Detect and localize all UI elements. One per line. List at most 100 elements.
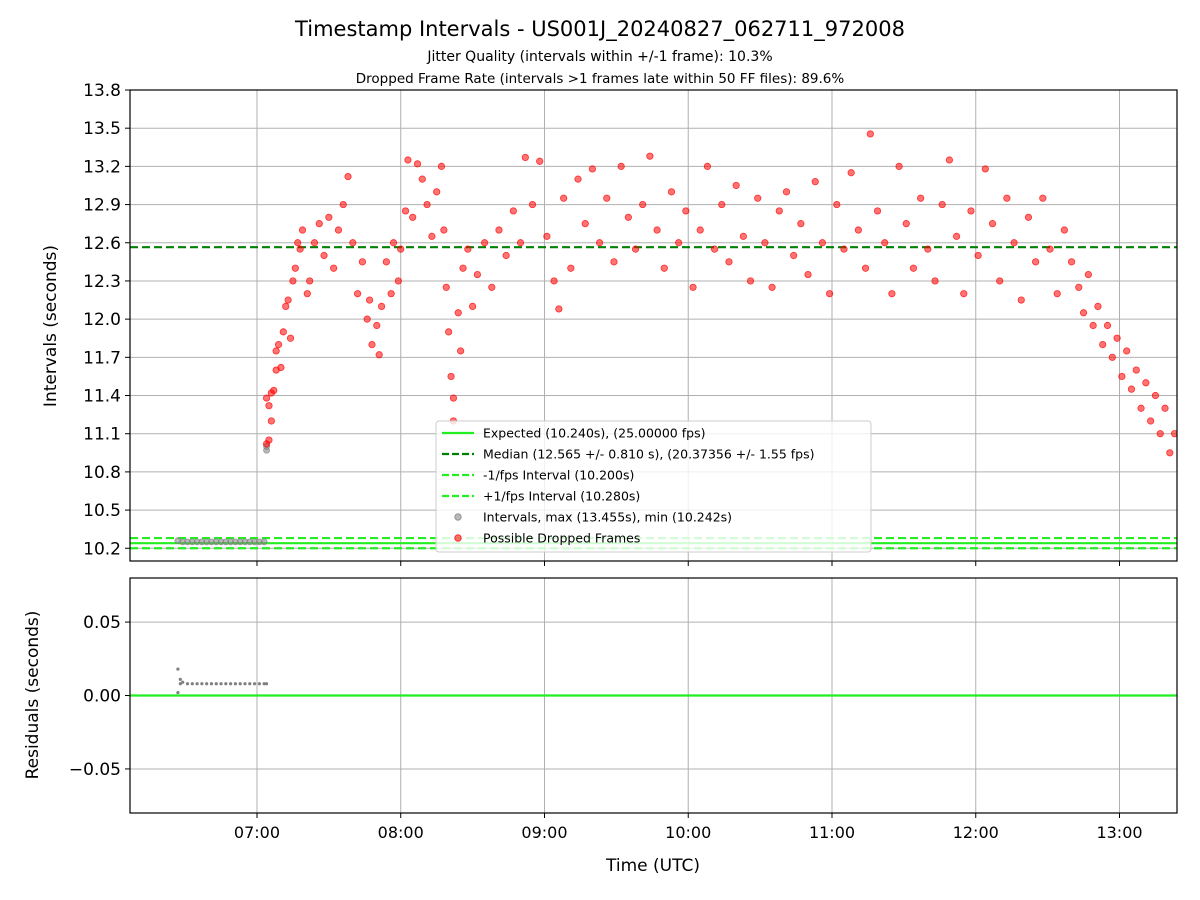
top-y-tick-label: 12.6 <box>83 234 121 254</box>
dropped-frame-point <box>811 178 819 186</box>
residual-point <box>185 682 190 686</box>
dropped-frame-point <box>996 277 1004 285</box>
legend-entry-label: Intervals, max (13.455s), min (10.242s) <box>483 510 732 525</box>
dropped-frame-point <box>1151 391 1160 400</box>
residual-point <box>248 682 252 686</box>
x-tick-label: 10:00 <box>665 823 711 842</box>
dropped-frame-point <box>1099 340 1107 349</box>
dropped-frame-point <box>595 239 604 247</box>
dropped-frame-point <box>265 436 273 444</box>
dropped-frame-point <box>289 277 297 285</box>
dropped-frame-point <box>1010 239 1018 247</box>
dropped-frame-point <box>306 277 314 285</box>
dropped-frame-point <box>358 258 367 266</box>
dropped-frame-point <box>298 226 307 234</box>
dropped-frame-point <box>488 283 496 291</box>
dropped-frame-point <box>262 394 271 402</box>
residual-point <box>178 682 182 686</box>
dropped-frame-point <box>433 188 441 196</box>
x-axis-label: Time (UTC) <box>605 856 700 876</box>
x-tick-label: 09:00 <box>521 823 567 842</box>
dropped-frame-point <box>746 277 755 285</box>
x-tick-label: 13:00 <box>1096 823 1142 842</box>
residual-point <box>229 682 233 686</box>
dropped-frame-point <box>981 165 989 173</box>
dropped-frame-point <box>660 264 668 272</box>
dropped-frame-point <box>1123 347 1131 355</box>
dropped-frame-point <box>265 402 273 410</box>
dropped-frame-point <box>334 226 343 234</box>
dropped-frame-point <box>447 372 455 381</box>
dropped-frame-point <box>840 245 848 253</box>
dropped-frame-point <box>639 200 647 209</box>
dropped-frame-point <box>1147 417 1155 425</box>
x-tick-label: 11:00 <box>809 823 855 842</box>
bottom-panel-plot-area <box>130 667 1177 697</box>
dropped-frame-point <box>675 239 683 247</box>
dropped-frame-point <box>354 290 362 298</box>
dropped-frame-point <box>945 156 953 164</box>
dropped-frame-point <box>1024 213 1033 221</box>
chart-subtitle-jitter: Jitter Quality (intervals within +/-1 fr… <box>426 49 772 65</box>
dropped-frame-point <box>401 207 410 215</box>
dropped-frame-point <box>274 340 283 349</box>
dropped-frame-point <box>1032 258 1040 266</box>
residual-point <box>262 682 266 686</box>
legend-entry-label: Expected (10.240s), (25.00000 fps) <box>483 426 705 441</box>
bottom-y-axis: −0.05 0.00 0.05 <box>69 613 130 780</box>
dropped-frame-point <box>284 296 292 304</box>
dropped-frame-point <box>938 200 946 209</box>
dropped-frame-point <box>689 283 697 291</box>
residual-point <box>205 682 209 686</box>
dropped-frame-point <box>365 296 374 304</box>
dropped-frame-point <box>445 328 453 336</box>
dropped-frame-point <box>581 220 589 228</box>
bottom-y-tick-label: −0.05 <box>69 760 121 780</box>
dropped-frame-point <box>1094 302 1102 311</box>
dropped-frame-point <box>473 270 482 279</box>
bottom-y-tick-label: 0.05 <box>83 613 121 633</box>
dropped-frame-point <box>459 264 467 272</box>
dropped-frame-point <box>1075 283 1083 291</box>
dropped-frame-point <box>368 340 376 349</box>
x-tick-label: 12:00 <box>953 823 999 842</box>
dropped-frame-point <box>617 162 625 170</box>
dropped-frame-point <box>873 207 882 215</box>
legend-box <box>435 420 872 553</box>
residual-point <box>200 682 204 686</box>
dropped-frame-point <box>560 194 568 202</box>
dropped-frame-point <box>1017 296 1025 304</box>
dropped-frame-point <box>610 258 618 266</box>
residual-point <box>219 682 223 686</box>
dropped-frame-point <box>866 130 874 138</box>
dropped-frame-point <box>924 245 932 253</box>
dropped-frame-point <box>277 363 285 372</box>
dropped-frame-point <box>480 239 489 247</box>
residual-point <box>257 682 261 686</box>
top-y-tick-label: 13.8 <box>83 81 121 101</box>
dropped-frame-point <box>418 175 426 183</box>
chart-title: Timestamp Intervals - US001J_20240827_06… <box>294 17 905 42</box>
dropped-frame-point <box>375 351 383 359</box>
dropped-frame-point <box>428 232 436 240</box>
dropped-frame-point <box>555 305 563 313</box>
residual-point <box>176 667 180 671</box>
dropped-frame-point <box>516 239 525 247</box>
residual-point <box>195 682 199 686</box>
dropped-frame-point <box>1113 334 1121 342</box>
legend-entry-label: Median (12.565 +/- 0.810 s), (20.37356 +… <box>483 447 814 462</box>
dropped-frame-point <box>521 153 529 162</box>
dropped-frame-point <box>931 277 939 285</box>
dropped-frame-point <box>1166 449 1174 457</box>
dropped-frame-point <box>682 207 690 215</box>
dropped-frame-point <box>423 200 431 209</box>
dropped-frame-point <box>325 213 333 221</box>
dropped-frame-point <box>457 347 465 355</box>
top-y-tick-label: 12.9 <box>83 196 121 216</box>
dropped-frame-point <box>833 200 841 209</box>
dropped-frame-point <box>739 232 747 240</box>
residual-point <box>209 682 214 686</box>
dropped-frame-point <box>528 200 537 209</box>
top-y-tick-label: 13.2 <box>83 157 121 177</box>
